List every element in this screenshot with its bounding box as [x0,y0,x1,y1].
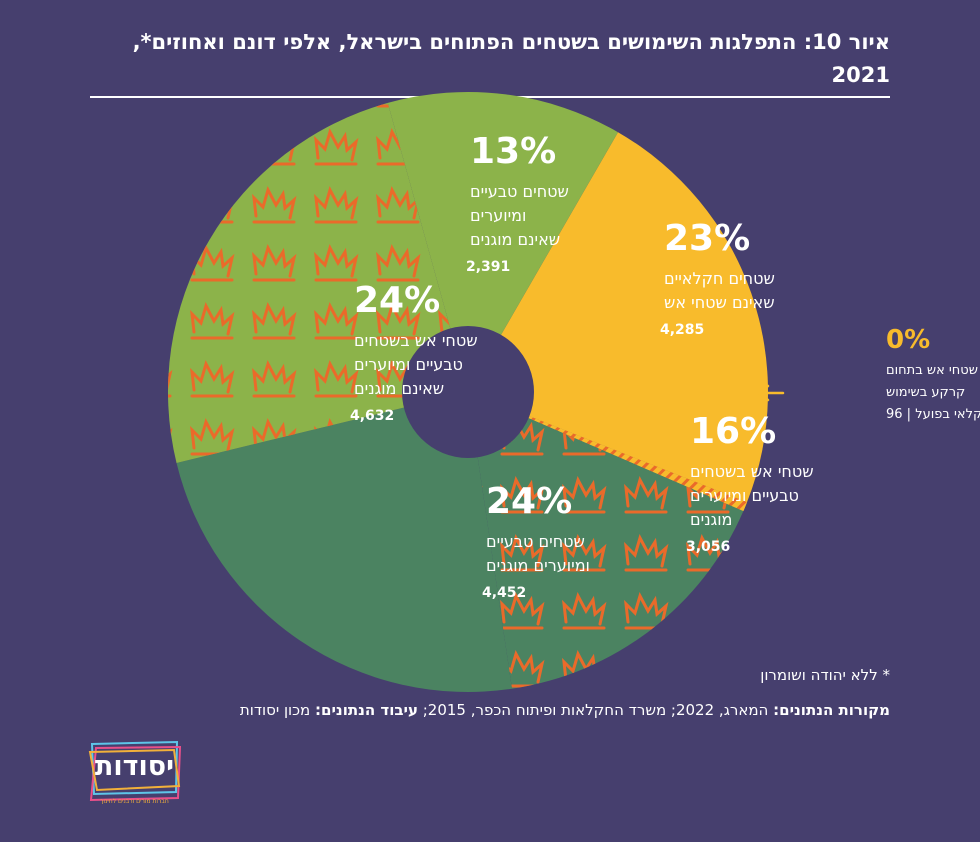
slice-category-label: שטחי אש בשטחים [354,331,478,350]
processing-text: מכון יסודות [239,701,311,719]
slice-percent-label: 16% [690,411,776,452]
pie-slice-pattern [468,392,744,689]
slice-category-label: חקלאי בפועל | 96 [886,407,980,422]
footnote: * ללא יהודה ושומרון [760,666,890,684]
slice-category-label: טבעיים ומיוערים [354,355,463,374]
slice-category-label: שטחים טבעיים [470,182,569,201]
slice-value-label: 4,285 [660,322,704,338]
logo: יסודות חברות מורים ורבנים לחינוך [88,740,181,805]
slice-category-label: טבעיים ומיוערים [690,486,799,505]
chart-title: איור 10: התפלגות השימושים בשטחים הפתוחים… [132,30,890,87]
sources-line: מקורות הנתונים: המארג, 2022; משרד החקלאו… [240,701,890,719]
slice-value-label: 3,056 [686,539,730,555]
sources-text: המארג, 2022; משרד החקלאות ופיתוח הכפר, 2… [422,701,769,719]
slice-category-label: שטחים טבעיים [486,532,585,551]
donut-hole [402,326,534,458]
slice-percent-label: 23% [664,218,750,259]
slice-value-label: 4,452 [482,585,526,601]
pie-slice-pattern [468,392,747,512]
zero-percent-callout [757,384,785,402]
slice-percent-label: 24% [354,280,440,321]
slice-category-label: שטחי אש בשטחים [690,462,814,481]
slice-category-label: שטחי אש בתחום [886,363,978,378]
slice-category-label: מוגנים [690,510,732,529]
pie-slice-pattern [168,102,468,463]
slice-value-label: 4,632 [350,408,394,424]
slice-value-label: 2,391 [466,259,510,275]
pie-slice [387,92,618,393]
logo-tagline: חברות מורים ורבנים לחינוך [100,798,169,805]
pie-slice [468,132,768,503]
slice-category-label: ומיוערים מוגנים [486,556,590,575]
slice-category-label: שאינם מוגנים [470,230,560,249]
pie-slice [176,392,512,692]
slice-percent-label: 24% [486,481,572,522]
slice-percent-label: 0% [886,325,930,355]
processing-label: עיבוד הנתונים: [315,701,418,719]
slice-category-label: שאינם שטחי אש [664,293,775,312]
slice-category-label: קרקע בשימוש [886,385,965,400]
logo-name: יסודות [94,751,175,782]
slice-category-label: ומיוערים [470,206,526,225]
slice-category-label: שאינם מוגנים [354,379,444,398]
sources-label: מקורות הנתונים: [773,701,890,719]
slice-category-label: שטחים חקלאיים [664,269,775,288]
slice-percent-label: 13% [470,131,556,172]
